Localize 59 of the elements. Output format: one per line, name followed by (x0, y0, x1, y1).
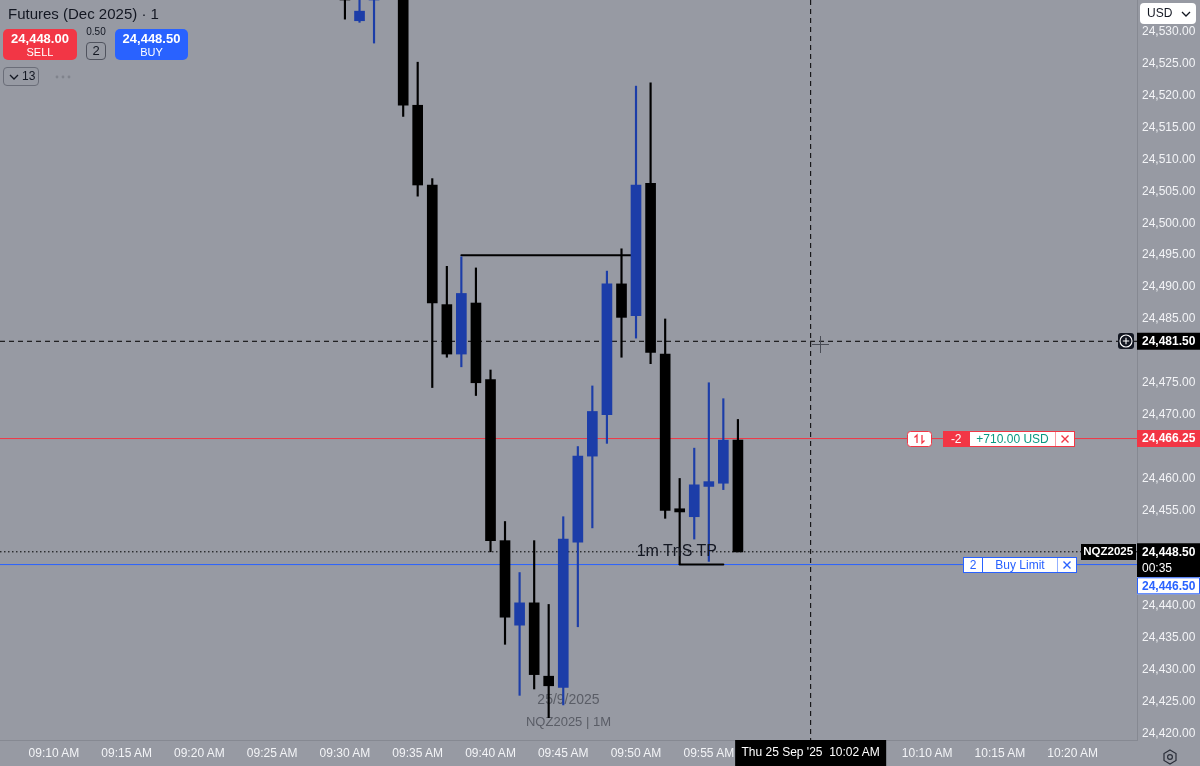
y-tick-label: 24,470.00 (1142, 406, 1196, 421)
y-tick-label: 24,440.00 (1142, 598, 1196, 613)
annotation: NQZ2025 | 1M (525, 713, 612, 729)
currency-dropdown: USD (1140, 3, 1196, 24)
y-tick-label: 24,490.00 (1142, 279, 1196, 294)
ref-line-label: 24,466.25 (1142, 431, 1196, 446)
x-tick-label: 09:30 AM (319, 745, 371, 760)
text: 00:35 (1142, 560, 1173, 575)
x-tick-label: 10:10 AM (901, 745, 953, 760)
annotation: 24,448.00 (11, 31, 69, 46)
collapse-button: 13 (3, 67, 39, 86)
x-tick-label: 09:50 AM (610, 745, 662, 760)
annotation: -2 (950, 431, 962, 446)
sell-button: 24,448.00 SELL (3, 29, 77, 60)
ref-line-label: 24,446.50 (1142, 578, 1196, 593)
x-tick-label: 09:25 AM (246, 745, 298, 760)
y-tick-label: 24,510.00 (1142, 151, 1196, 166)
y-tick-label: 24,430.00 (1142, 662, 1196, 677)
y-tick-label: 24,500.00 (1142, 215, 1196, 230)
annotation: 13 (22, 69, 36, 83)
order-size-tag: 2 (963, 556, 983, 573)
x-tick-label: 09:20 AM (174, 745, 225, 760)
annotation: BUY (140, 46, 163, 58)
x-tick-label: 09:45 AM (537, 745, 589, 760)
ref-line-label: 24,448.50 (1142, 544, 1196, 559)
buy-button: 24,448.50 BUY (115, 29, 188, 60)
x-tick-label: 09:10 AM (28, 745, 80, 760)
y-tick-label: 24,475.00 (1142, 375, 1196, 390)
x-tick-label: 09:55 AM (683, 745, 735, 760)
annotation: 0.50 (86, 26, 106, 37)
annotation: 2 (969, 557, 977, 572)
x-tick-label: 09:40 AM (465, 745, 516, 760)
quantity-field: 2 (86, 42, 106, 60)
y-tick-label: 24,425.00 (1142, 694, 1196, 709)
annotation: SELL (26, 46, 54, 58)
ref-line-label: Thu 25 Sep '25 10:02 AM (741, 745, 880, 760)
y-tick-label: 24,495.00 (1142, 247, 1196, 262)
y-tick-label: 24,505.00 (1142, 183, 1196, 198)
y-tick-label: 24,460.00 (1142, 470, 1196, 485)
y-tick-label: 24,530.00 (1142, 24, 1196, 39)
annotation: 24,448.50 (122, 31, 181, 46)
y-tick-label: 24,485.00 (1142, 311, 1196, 326)
annotation: 2 (92, 43, 100, 58)
annotation: Buy Limit (995, 557, 1045, 572)
y-tick-label: 24,435.00 (1142, 630, 1196, 645)
x-tick-label: 09:35 AM (392, 745, 444, 760)
chart-title: Futures (Dec 2025) · 1 (8, 5, 159, 22)
symbol-tag: NQZ2025 (1080, 543, 1136, 560)
y-tick-label: 24,525.00 (1142, 56, 1196, 71)
ref-line-label: 24,481.50 (1142, 334, 1196, 349)
x-tick-label: 10:20 AM (1047, 745, 1098, 760)
x-tick-label: 09:15 AM (101, 745, 152, 760)
y-tick-label: 24,515.00 (1142, 119, 1196, 134)
y-tick-label: 24,420.00 (1142, 725, 1196, 740)
annotation: +710.00 USD (976, 431, 1049, 446)
y-tick-label: 24,520.00 (1142, 88, 1196, 102)
y-tick-label: 24,455.00 (1142, 502, 1196, 517)
x-tick-label: 10:15 AM (974, 745, 1026, 760)
position-tag: -2 (942, 430, 970, 447)
